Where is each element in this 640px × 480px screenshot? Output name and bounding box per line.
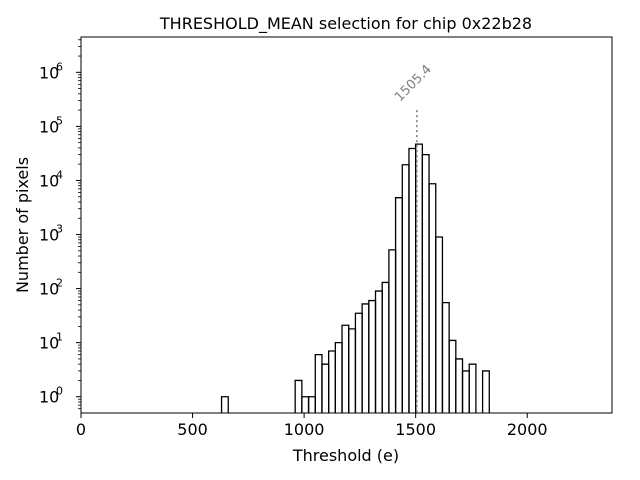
- histogram-bin: [294, 379, 303, 413]
- histogram-bin: [341, 324, 350, 413]
- histogram-bin: [321, 363, 330, 413]
- histogram-bin: [408, 147, 417, 413]
- histogram-bin: [468, 363, 477, 413]
- histogram-bin: [361, 303, 370, 413]
- threshold-marker-label: 1505.4: [392, 62, 435, 105]
- x-axis-label: Threshold (e): [292, 446, 399, 465]
- y-tick-label: 104: [39, 168, 63, 190]
- chart-title: THRESHOLD_MEAN selection for chip 0x22b2…: [159, 14, 532, 34]
- histogram-bin: [314, 354, 323, 413]
- x-tick-label: 2000: [507, 420, 548, 439]
- histogram-bin: [481, 370, 490, 413]
- y-axis-label: Number of pixels: [13, 157, 32, 293]
- y-tick-label: 103: [39, 223, 63, 245]
- histogram-bin: [421, 154, 430, 413]
- x-tick-label: 1000: [284, 420, 325, 439]
- histogram-bin: [401, 164, 410, 413]
- x-tick-label: 500: [177, 420, 208, 439]
- histogram-bin: [334, 342, 343, 413]
- x-tick-label: 0: [76, 420, 86, 439]
- histogram-bin: [381, 281, 390, 413]
- histogram-bin: [435, 236, 444, 413]
- histogram-bin: [328, 350, 336, 413]
- y-tick-label: 100: [39, 385, 63, 407]
- histogram-bin: [368, 299, 377, 413]
- histogram-bin: [374, 290, 383, 413]
- histogram-bin: [388, 249, 397, 413]
- histogram-bin: [415, 143, 424, 413]
- x-tick-label: 1500: [395, 420, 436, 439]
- plot-frame: [80, 36, 613, 414]
- histogram-bin: [455, 358, 464, 413]
- histogram-bin: [301, 396, 310, 413]
- histogram-bin: [441, 301, 450, 413]
- histogram-bin: [448, 339, 457, 413]
- histogram-bin: [220, 396, 229, 413]
- y-tick-label: 106: [39, 60, 63, 82]
- histogram-bin: [461, 370, 470, 413]
- y-tick-label: 101: [39, 331, 63, 353]
- histogram-bin: [348, 328, 357, 413]
- histogram-bin: [394, 197, 403, 413]
- histogram-bin: [428, 183, 437, 413]
- histogram-bin: [354, 312, 363, 413]
- y-tick-label: 105: [39, 114, 63, 136]
- histogram-bin: [307, 396, 316, 413]
- y-tick-label: 102: [39, 277, 63, 299]
